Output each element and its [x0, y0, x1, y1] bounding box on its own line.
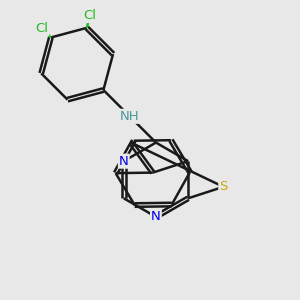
Text: Cl: Cl — [83, 9, 97, 22]
Text: Cl: Cl — [35, 22, 49, 35]
Text: N: N — [151, 210, 161, 224]
Text: NH: NH — [120, 110, 140, 123]
Text: N: N — [119, 154, 129, 168]
Text: S: S — [219, 180, 228, 193]
